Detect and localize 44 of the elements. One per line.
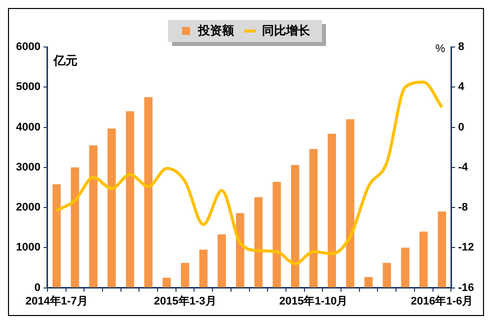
y-tick-label: 1000 bbox=[16, 242, 40, 254]
bar bbox=[382, 262, 392, 288]
bar bbox=[144, 97, 153, 288]
bar bbox=[272, 182, 281, 288]
bar bbox=[346, 119, 354, 288]
bar bbox=[126, 111, 134, 288]
x-tick-label: 2015年1-10月 bbox=[279, 294, 348, 308]
y-tick-label: 0 bbox=[34, 282, 40, 294]
y-tick-label: 4000 bbox=[16, 121, 40, 134]
bar bbox=[180, 262, 190, 288]
bar bbox=[162, 278, 171, 288]
y-tick-label: 3000 bbox=[16, 161, 40, 174]
y-axis-title: 亿元 bbox=[52, 53, 78, 68]
x-tick-label: 2016年1-6月 bbox=[410, 294, 474, 308]
bar bbox=[309, 148, 318, 288]
legend-label: 同比增长 bbox=[262, 23, 311, 38]
x-tick-label: 2014年1-7月 bbox=[25, 294, 88, 308]
y2-tick-label: 0 bbox=[458, 121, 464, 134]
line-series bbox=[55, 80, 444, 266]
y-tick-label: 5000 bbox=[16, 81, 40, 94]
bar bbox=[199, 250, 208, 288]
bar bbox=[52, 184, 61, 288]
legend-label: 投资额 bbox=[197, 23, 235, 38]
y2-tick-label: 4 bbox=[458, 81, 466, 94]
y-tick-label: 2000 bbox=[16, 202, 40, 214]
bar bbox=[401, 248, 410, 288]
bar bbox=[89, 145, 98, 288]
bar bbox=[108, 128, 116, 288]
bar bbox=[291, 164, 300, 288]
y2-tick-label: 8 bbox=[458, 41, 464, 54]
y2-axis-title: % bbox=[435, 43, 446, 56]
bar bbox=[70, 167, 80, 288]
y2-tick-label: -12 bbox=[458, 242, 474, 254]
y2-tick-label: -16 bbox=[458, 282, 474, 294]
x-tick-label: 2015年1-3月 bbox=[154, 294, 216, 308]
bar bbox=[254, 197, 263, 288]
bar bbox=[218, 234, 226, 288]
bar bbox=[364, 276, 373, 288]
y-tick-label: 6000 bbox=[16, 41, 40, 54]
bar bbox=[328, 134, 336, 288]
bar bbox=[419, 232, 428, 288]
bar bbox=[438, 212, 446, 288]
y2-tick-label: -8 bbox=[458, 202, 468, 214]
y2-tick-label: -4 bbox=[458, 161, 469, 174]
